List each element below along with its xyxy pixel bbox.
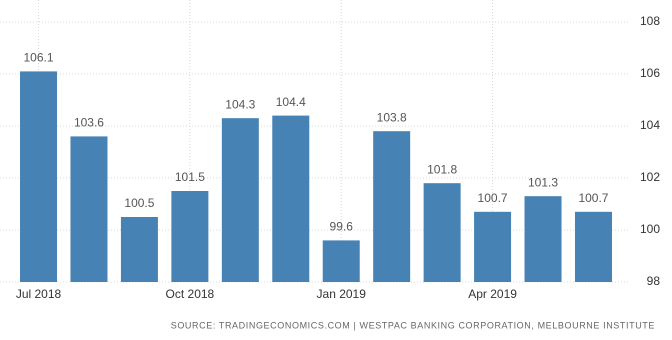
x-tick-label: Apr 2019 [468,287,517,301]
y-tick-label: 106 [640,66,660,80]
bar [373,131,411,282]
bar [70,136,108,282]
data-label: 100.7 [578,191,608,205]
y-tick-label: 100 [640,222,660,236]
x-tick-label: Jul 2018 [16,287,62,301]
bar [171,191,209,282]
bar [574,211,612,282]
y-tick-label: 108 [640,14,660,28]
data-label: 100.7 [478,191,508,205]
data-label: 101.3 [528,175,558,189]
data-label: 101.5 [175,170,205,184]
x-tick-label: Jan 2019 [317,287,367,301]
data-label: 99.6 [330,220,354,234]
y-tick-label: 98 [647,274,661,288]
y-tick-label: 104 [640,118,660,132]
bar [120,217,158,282]
data-label: 100.5 [124,196,154,210]
data-label: 101.8 [427,162,457,176]
data-label: 106.1 [24,51,54,65]
bar [322,240,360,282]
data-label: 104.4 [276,95,306,109]
x-tick-label: Oct 2018 [166,287,215,301]
bar [524,196,562,282]
bar [272,115,310,282]
source: SOURCE: TRADINGECONOMICS.COM | WESTPAC B… [171,320,655,330]
bar [20,71,58,283]
data-label: 103.8 [377,110,407,124]
data-label: 104.3 [225,97,255,111]
bar [221,118,259,282]
bar [423,183,461,282]
y-tick-label: 102 [640,170,660,184]
bar [474,211,512,282]
data-label: 103.6 [74,116,104,130]
